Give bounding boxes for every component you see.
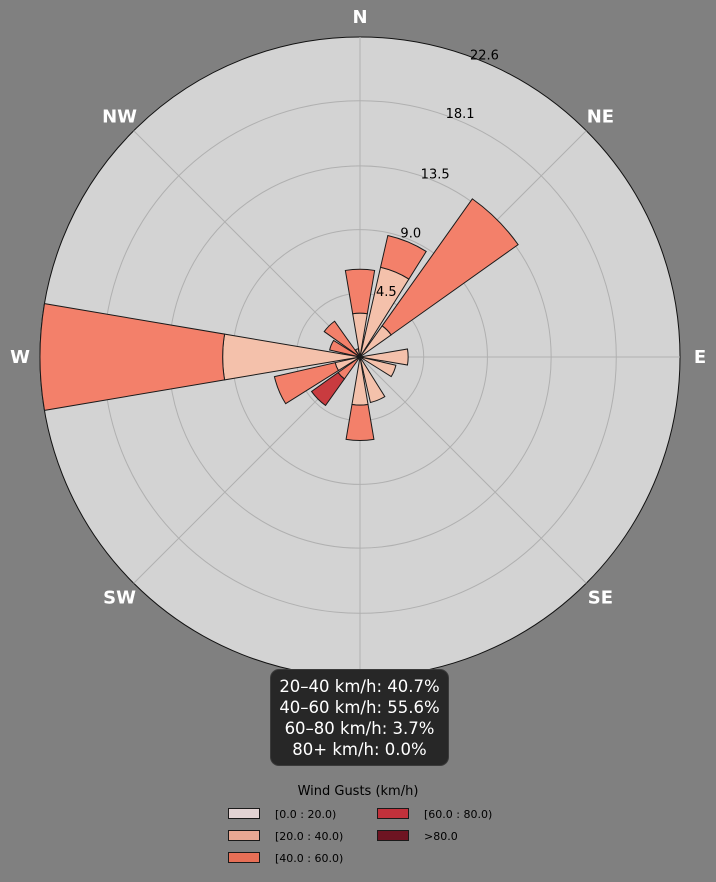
radial-tick-label: 13.5 <box>421 167 450 182</box>
wind-bar-ese <box>359 356 397 378</box>
wind-bar-wsw <box>273 362 340 405</box>
summary-line-60-80: 60–80 km/h: 3.7% <box>284 719 435 738</box>
grid-spoke <box>359 356 587 584</box>
summary-line-80-plus: 80+ km/h: 0.0% <box>292 740 427 759</box>
wind-bar-wnw <box>329 339 361 358</box>
wind-bar-e <box>359 348 409 366</box>
summary-line-20-40: 20–40 km/h: 40.7% <box>279 677 440 696</box>
legend-swatch <box>228 852 260 863</box>
legend-swatch <box>377 808 409 819</box>
legend-label: >80.0 <box>424 830 458 843</box>
compass-label-se: SE <box>588 587 613 608</box>
grid-spoke <box>133 130 361 358</box>
legend-label: [0.0 : 20.0) <box>275 808 337 821</box>
summary-line-40-60: 40–60 km/h: 55.6% <box>279 698 440 717</box>
legend-label: [60.0 : 80.0) <box>424 808 493 821</box>
wind-bar-s <box>345 403 375 442</box>
legend-swatch <box>377 830 409 841</box>
legend-swatch <box>228 808 260 819</box>
speed-summary-box: 20–40 km/h: 40.7% 40–60 km/h: 55.6% 60–8… <box>270 669 449 766</box>
legend-swatch <box>228 830 260 841</box>
compass-label-w: W <box>10 347 30 368</box>
radial-tick-label: 4.5 <box>376 285 397 300</box>
wind-bar-ne <box>381 198 519 336</box>
wind-bar-sw <box>310 371 346 407</box>
wind-bar-sse <box>359 356 386 404</box>
wind-bar-nne <box>379 234 427 280</box>
wind-bar-w <box>39 303 226 411</box>
legend-title: Wind Gusts (km/h) <box>297 784 419 799</box>
wind-bar-nnw <box>354 348 361 358</box>
compass-label-nw: NW <box>102 107 137 128</box>
compass-label-n: N <box>352 7 367 28</box>
radial-tick-label: 9.0 <box>400 226 421 241</box>
legend-label: [20.0 : 40.0) <box>275 830 344 843</box>
radial-tick-label: 18.1 <box>446 107 475 122</box>
wind-bar-n <box>344 268 376 315</box>
legend-label: [40.0 : 60.0) <box>275 852 344 865</box>
radial-tick-labels: 4.5 9.0 13.5 18.1 22.6 <box>376 48 499 300</box>
radial-tick-label: 22.6 <box>470 48 499 63</box>
wind-bar-nw <box>323 320 361 358</box>
compass-label-e: E <box>694 347 706 368</box>
wind-bars <box>39 198 519 442</box>
compass-label-ne: NE <box>587 107 614 128</box>
compass-label-sw: SW <box>103 587 136 608</box>
